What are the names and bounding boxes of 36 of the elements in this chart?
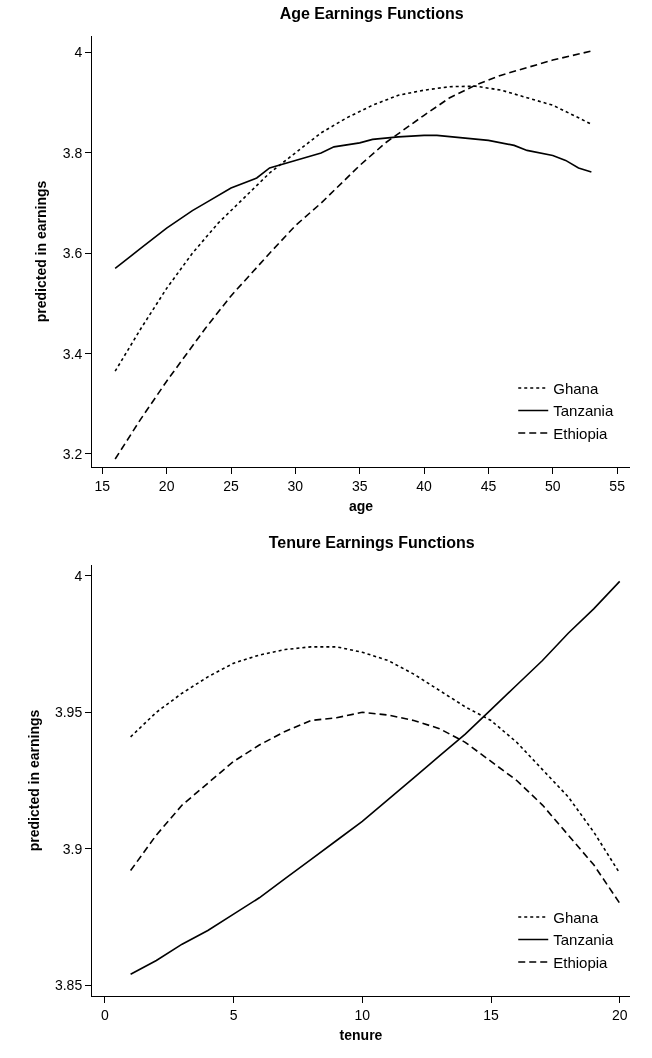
y-tick-label: 3.85 xyxy=(54,976,83,993)
chart-title: Age Earnings Functions xyxy=(279,5,464,23)
x-tick-label: 10 xyxy=(354,1006,371,1023)
y-tick-label: 3.2 xyxy=(62,445,83,462)
chart-title: Tenure Earnings Functions xyxy=(268,534,475,552)
x-tick-label: 55 xyxy=(609,477,626,494)
x-tick-label: 50 xyxy=(544,477,561,494)
x-tick-label: 25 xyxy=(223,477,239,494)
x-tick-label: 30 xyxy=(287,477,304,494)
x-tick-label: 15 xyxy=(94,477,111,494)
x-tick-label: 0 xyxy=(100,1006,109,1023)
x-tick-label: 20 xyxy=(158,477,175,494)
x-tick-label: 5 xyxy=(229,1006,238,1023)
y-tick-label: 3.95 xyxy=(54,704,83,721)
y-tick-label: 4 xyxy=(74,567,83,584)
x-tick-label: 20 xyxy=(611,1006,628,1023)
legend-label: Tanzania xyxy=(553,931,614,949)
y-axis-title: predicted in earnings xyxy=(33,180,50,323)
legend-label: Ethiopia xyxy=(553,424,609,442)
x-tick-label: 45 xyxy=(480,477,497,494)
y-tick-label: 3.9 xyxy=(62,840,83,857)
line-series xyxy=(129,580,621,975)
y-tick-label: 3.4 xyxy=(62,345,83,362)
y-axis-title: predicted in earnings xyxy=(25,709,42,852)
legend-label: Ghana xyxy=(553,908,599,926)
x-axis-title: age xyxy=(348,498,374,515)
legend-label: Ethiopia xyxy=(553,953,609,971)
x-tick-label: 40 xyxy=(416,477,433,494)
x-tick-label: 15 xyxy=(483,1006,499,1023)
x-axis-title: tenure xyxy=(339,1027,383,1044)
x-tick-label: 35 xyxy=(351,477,368,494)
y-tick-label: 3.8 xyxy=(62,144,83,161)
y-tick-label: 4 xyxy=(74,44,83,61)
legend-label: Tanzania xyxy=(553,402,614,420)
legend-label: Ghana xyxy=(553,379,599,397)
y-tick-label: 3.6 xyxy=(62,245,83,262)
